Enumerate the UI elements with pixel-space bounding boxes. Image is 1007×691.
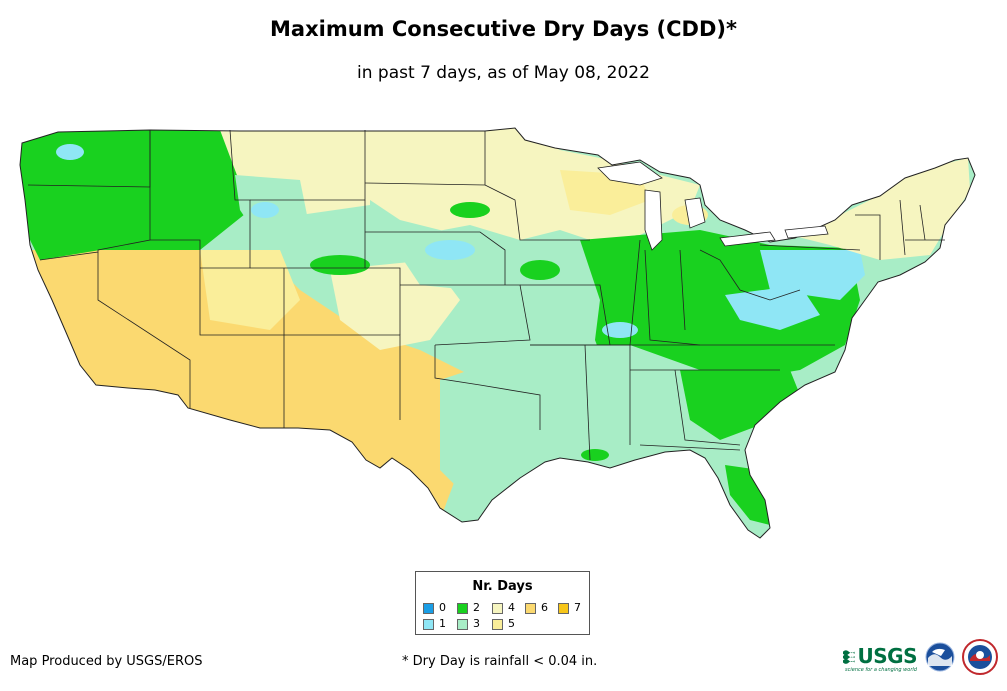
footnote-text: * Dry Day is rainfall < 0.04 in.: [402, 654, 598, 669]
map-title: Maximum Consecutive Dry Days (CDD)*: [270, 17, 737, 41]
legend-swatch: [457, 618, 468, 630]
region-virginia-1: [725, 285, 820, 330]
patch-wa-1: [56, 144, 84, 160]
state-borders: [27, 129, 945, 461]
legend-label: 5: [508, 617, 515, 630]
legend-label: 2: [473, 601, 480, 614]
lake-huron: [684, 197, 706, 229]
usgs-tagline: science for a changing world: [845, 667, 917, 673]
noaa-logo-icon: [925, 642, 955, 672]
legend-label: 3: [473, 617, 480, 630]
patch-il-1: [602, 322, 638, 338]
legend-item-6: 6: [525, 602, 548, 614]
legend-swatch: [558, 602, 569, 614]
region-florida-2: [725, 465, 770, 525]
legend-swatch: [457, 602, 468, 614]
legend-item-7: 7: [558, 602, 581, 614]
legend-swatch: [492, 618, 503, 630]
usgs-wordmark: USGS: [857, 644, 918, 668]
region-northwest-2: [20, 130, 250, 260]
legend-label: 0: [439, 601, 446, 614]
legend-swatch: [492, 602, 503, 614]
region-carolinas-2: [680, 370, 800, 440]
legend-item-2: 2: [457, 602, 480, 614]
patch-co-2: [310, 255, 370, 275]
region-southwest-6: [20, 250, 480, 520]
us-outline: [19, 127, 976, 539]
lake-michigan: [644, 189, 663, 251]
legend-label: 1: [439, 617, 446, 630]
patch-ia-2: [520, 260, 560, 280]
lake-ontario: [784, 225, 829, 239]
legend-swatch: [423, 618, 434, 630]
usgs-wave-icon: [843, 650, 855, 664]
patch-la-2: [581, 449, 609, 461]
usgs-logo: USGS: [843, 643, 918, 669]
legend-label: 7: [574, 601, 581, 614]
nws-logo-icon: [962, 639, 998, 675]
credit-text: Map Produced by USGS/EROS: [10, 654, 203, 669]
legend-title: Nr. Days: [472, 579, 533, 594]
legend-item-1: 1: [423, 618, 446, 630]
map-subtitle: in past 7 days, as of May 08, 2022: [357, 63, 650, 83]
legend-item-5: 5: [492, 618, 515, 630]
patch-ne-1: [425, 240, 475, 260]
region-basin-5: [200, 250, 300, 330]
legend-swatch: [423, 602, 434, 614]
legend-swatch: [525, 602, 536, 614]
legend-item-4: 4: [492, 602, 515, 614]
lake-superior: [597, 161, 663, 186]
legend-item-0: 0: [423, 602, 446, 614]
lake-erie: [719, 231, 776, 247]
patch-wy-1: [251, 202, 279, 218]
legend-label: 4: [508, 601, 515, 614]
patch-sd-2: [450, 202, 490, 218]
legend-item-3: 3: [457, 618, 480, 630]
region-east-texas-3: [440, 350, 560, 500]
legend: Nr. Days 0 1 2 3 4 5 6 7: [415, 571, 590, 635]
legend-label: 6: [541, 601, 548, 614]
map-fill-layer: [20, 128, 975, 538]
